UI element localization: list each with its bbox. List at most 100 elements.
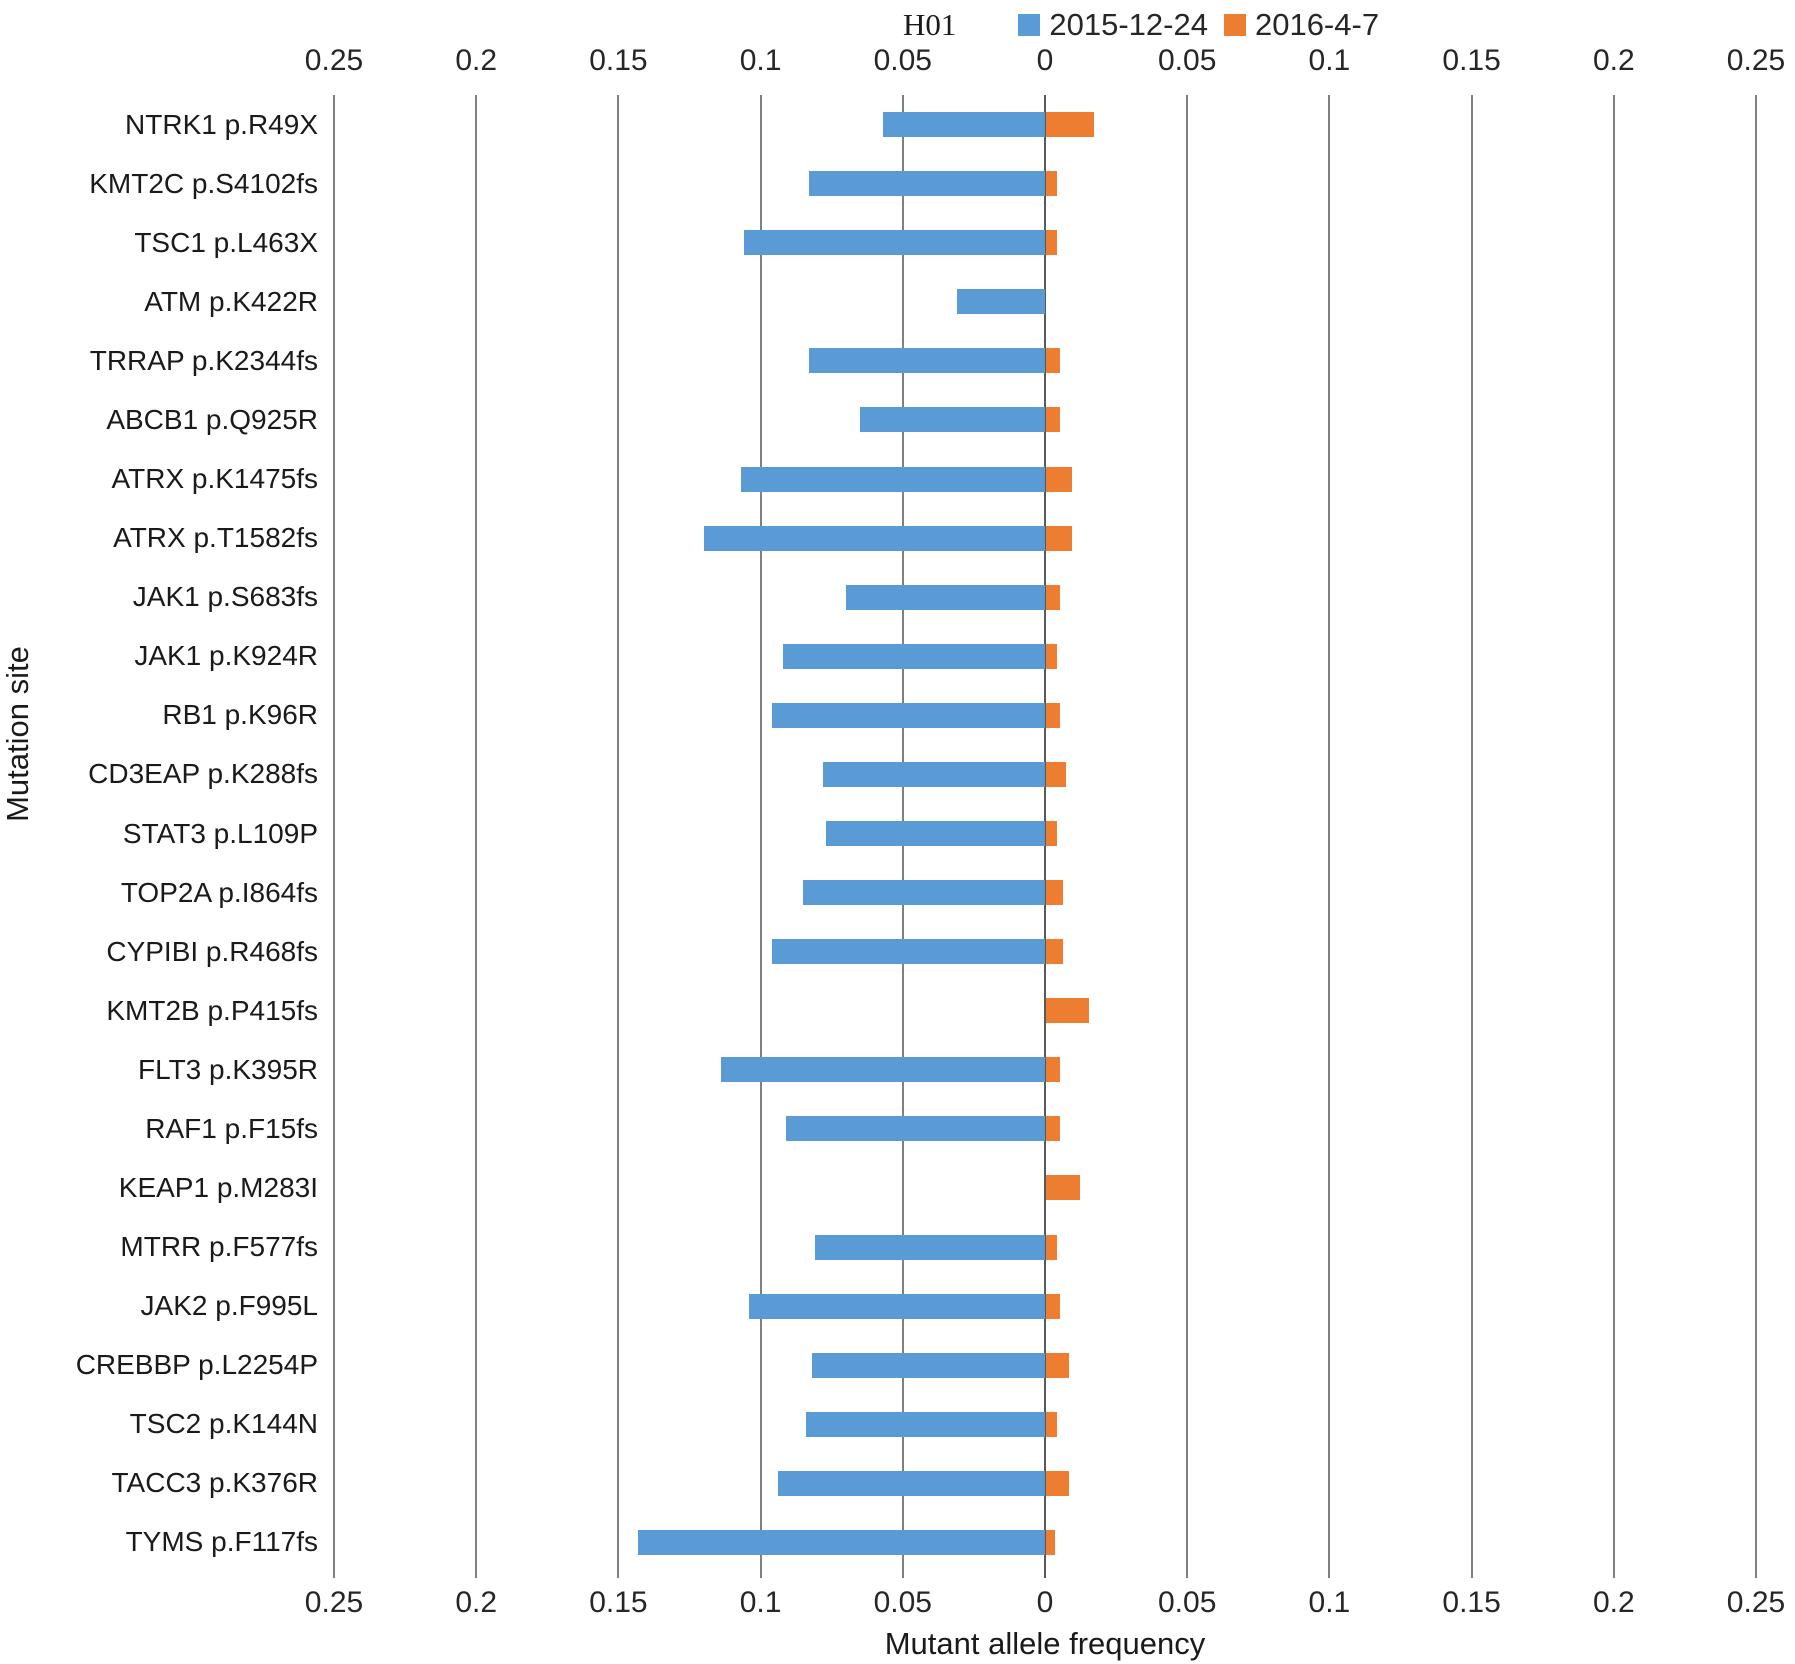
x-tick-label-top: 0.05 (1157, 44, 1217, 77)
x-tick-label-bottom: 0.2 (455, 1586, 498, 1619)
category-label: TYMS p.F117fs (125, 1526, 318, 1558)
bar-2015-12-24 (743, 230, 1045, 256)
x-tick-label-top: 0.25 (304, 44, 364, 77)
category-label: MTRR p.F577fs (120, 1231, 318, 1263)
category-label: TRRAP p.K2344fs (89, 344, 318, 376)
bar-2015-12-24 (956, 289, 1045, 315)
bar-2016-4-7 (1046, 1293, 1061, 1319)
zero-axis-line (1044, 95, 1046, 1578)
x-tick-label-top: 0.05 (873, 44, 932, 77)
bar-2015-12-24 (806, 1411, 1045, 1437)
bar-2015-12-24 (814, 1234, 1045, 1260)
category-label: ABCB1 p.Q925R (106, 403, 318, 435)
x-tick-label-bottom: 0.15 (1442, 1586, 1501, 1619)
x-tick-label-bottom: 0.25 (1726, 1586, 1786, 1619)
bar-2016-4-7 (1046, 1175, 1081, 1201)
category-label: RB1 p.K96R (162, 699, 318, 731)
bar-2015-12-24 (845, 584, 1045, 610)
bar-2015-12-24 (703, 525, 1045, 551)
bar-2015-12-24 (882, 112, 1045, 138)
gridline (617, 95, 620, 1578)
category-label: KMT2B p.P415fs (106, 994, 318, 1026)
x-tick-label-bottom: 0.05 (873, 1586, 932, 1619)
legend-item-2016-4-7: 2016-4-7 (1223, 7, 1380, 43)
x-tick-label-top: 0.1 (1308, 44, 1351, 77)
gridline (1470, 95, 1473, 1578)
gridline (333, 95, 335, 1578)
category-label: NTRK1 p.R49X (125, 108, 318, 140)
category-label: TACC3 p.K376R (111, 1467, 318, 1499)
bar-2015-12-24 (777, 1470, 1045, 1496)
x-tick-label-bottom: 0 (1036, 1586, 1054, 1619)
legend-swatch-2015-12-24-icon (1018, 14, 1041, 36)
bar-2015-12-24 (823, 761, 1045, 787)
bar-2016-4-7 (1046, 230, 1058, 256)
legend-sample-label: H01 (903, 7, 957, 42)
x-tick-label-top: 0.1 (739, 44, 782, 77)
category-label: CYPIBI p.R468fs (106, 935, 318, 967)
bar-2015-12-24 (638, 1529, 1045, 1555)
x-tick-label-top: 0.25 (1726, 44, 1786, 77)
bar-2016-4-7 (1046, 880, 1064, 906)
bar-2016-4-7 (1046, 939, 1064, 965)
category-label: TSC2 p.K144N (129, 1408, 318, 1440)
x-tick-label-top: 0.2 (455, 44, 498, 77)
legend-item-2015-12-24: 2015-12-24 (1018, 7, 1208, 43)
gridline (1612, 95, 1615, 1578)
bar-2016-4-7 (1046, 1057, 1061, 1083)
gridline (1186, 95, 1189, 1578)
x-tick-label-bottom: 0.05 (1157, 1586, 1217, 1619)
bar-2016-4-7 (1046, 702, 1061, 728)
bar-2015-12-24 (783, 643, 1045, 669)
x-tick-label-bottom: 0.25 (304, 1586, 364, 1619)
bar-2016-4-7 (1046, 171, 1058, 197)
bar-2015-12-24 (740, 466, 1045, 492)
gridline (1755, 95, 1757, 1578)
legend-swatch-2016-4-7-icon (1223, 14, 1246, 36)
gridline (475, 95, 478, 1578)
category-label: ATRX p.T1582fs (113, 522, 318, 554)
bar-2016-4-7 (1046, 407, 1061, 433)
category-label: ATRX p.K1475fs (111, 463, 318, 495)
x-tick-label-bottom: 0.1 (739, 1586, 782, 1619)
category-label: STAT3 p.L109P (122, 817, 318, 849)
x-tick-label-top: 0.2 (1592, 44, 1635, 77)
bar-2016-4-7 (1046, 1470, 1069, 1496)
bar-2016-4-7 (1046, 1116, 1061, 1142)
bar-2016-4-7 (1046, 821, 1058, 846)
x-tick-label-top: 0 (1036, 44, 1054, 77)
x-tick-label-bottom: 0.1 (1308, 1586, 1351, 1619)
bar-2016-4-7 (1046, 466, 1072, 492)
gridline (759, 95, 762, 1578)
bar-2015-12-24 (720, 1057, 1045, 1083)
bar-2016-4-7 (1046, 584, 1061, 610)
legend: H01 2015-12-24 2016-4-7 (903, 4, 1395, 46)
bar-2016-4-7 (1046, 1234, 1058, 1260)
bar-2016-4-7 (1046, 348, 1061, 374)
category-label: TOP2A p.I864fs (120, 876, 318, 908)
bar-2016-4-7 (1046, 761, 1066, 787)
bar-2016-4-7 (1046, 1352, 1069, 1378)
category-label: RAF1 p.F15fs (145, 1112, 318, 1144)
legend-label-2015-12-24: 2015-12-24 (1049, 7, 1208, 42)
bar-2015-12-24 (771, 939, 1045, 965)
bar-2016-4-7 (1046, 643, 1058, 669)
category-label: JAK2 p.F995L (140, 1290, 318, 1322)
bar-2015-12-24 (808, 348, 1045, 374)
bar-2015-12-24 (811, 1352, 1045, 1378)
bar-2016-4-7 (1046, 112, 1095, 138)
category-label: CREBBP p.L2254P (75, 1349, 318, 1381)
bar-2015-12-24 (803, 880, 1045, 906)
x-tick-label-top: 0.15 (1442, 44, 1501, 77)
bar-2016-4-7 (1046, 525, 1072, 551)
bar-2015-12-24 (749, 1293, 1045, 1319)
legend-label-2016-4-7: 2016-4-7 (1254, 7, 1380, 42)
x-tick-label-bottom: 0.2 (1592, 1586, 1635, 1619)
category-label: FLT3 p.K395R (137, 1053, 318, 1085)
bar-2015-12-24 (826, 821, 1045, 846)
x-axis-title: Mutant allele frequency (884, 1626, 1206, 1661)
category-label: KMT2C p.S4102fs (89, 167, 318, 199)
bar-2015-12-24 (860, 407, 1045, 433)
category-label: CD3EAP p.K288fs (88, 758, 318, 790)
